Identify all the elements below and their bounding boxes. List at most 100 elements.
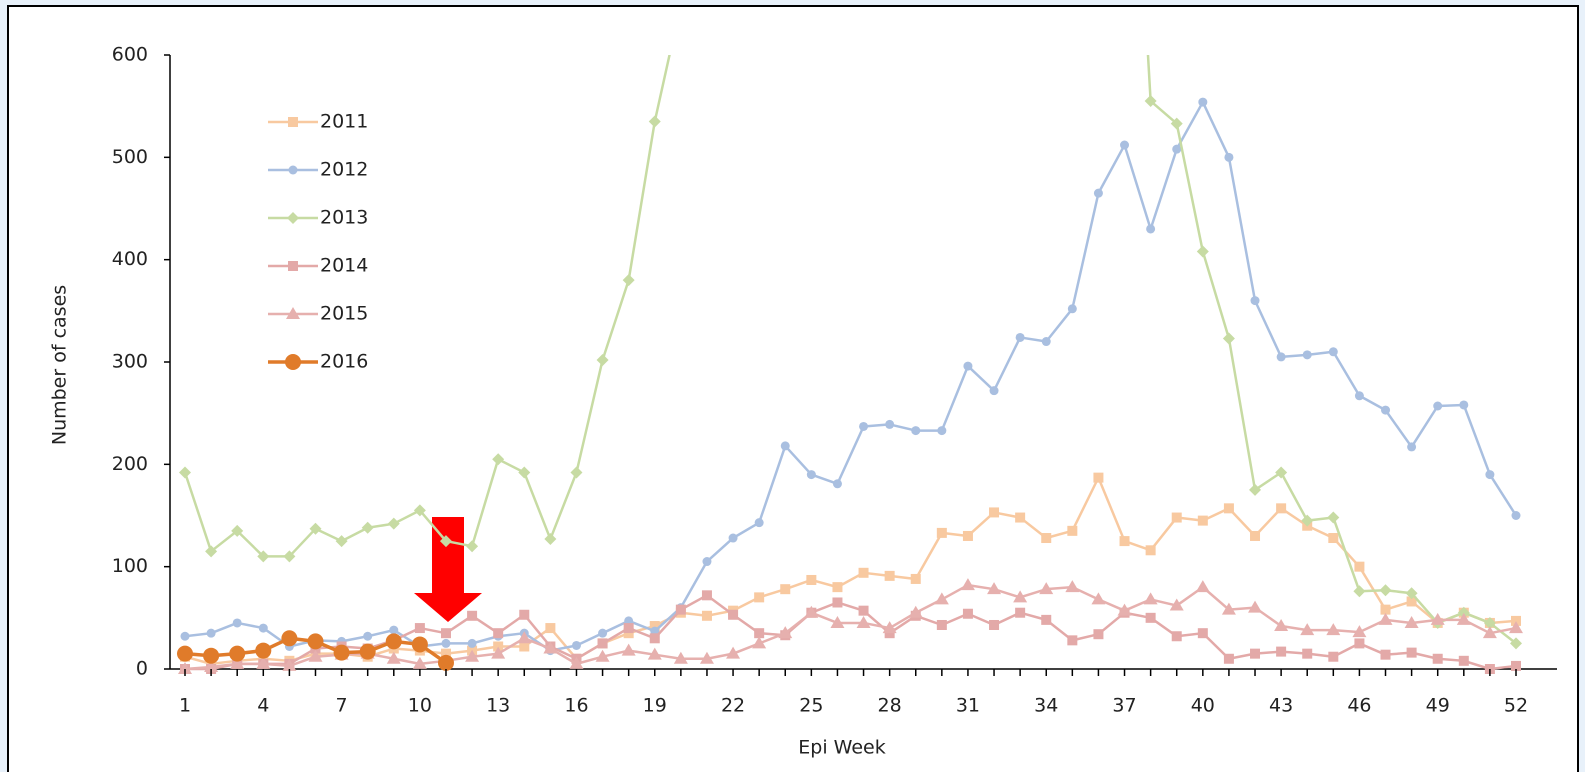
legend-label: 2016 <box>320 351 368 373</box>
marker <box>1093 188 1103 198</box>
marker <box>1406 596 1417 607</box>
marker <box>1145 545 1156 556</box>
x-tick-label: 28 <box>878 695 902 717</box>
marker <box>962 530 973 541</box>
marker <box>623 628 634 639</box>
marker <box>256 656 271 669</box>
marker <box>778 626 793 639</box>
marker <box>1146 224 1156 234</box>
marker <box>647 647 662 660</box>
marker <box>754 628 765 639</box>
marker <box>1120 140 1130 150</box>
series-line <box>185 594 1517 671</box>
marker <box>934 592 949 605</box>
marker <box>936 619 947 630</box>
x-tick-label: 7 <box>336 695 348 717</box>
marker <box>1039 582 1054 595</box>
marker <box>885 419 895 429</box>
marker <box>596 353 609 366</box>
x-tick-label: 1 <box>179 695 191 717</box>
x-tick-label: 40 <box>1191 695 1215 717</box>
marker <box>648 115 661 128</box>
marker <box>1327 511 1340 524</box>
marker <box>701 610 712 621</box>
marker <box>1432 653 1443 664</box>
marker <box>389 625 399 635</box>
marker <box>288 165 298 175</box>
x-tick-label: 49 <box>1426 695 1450 717</box>
marker <box>675 604 686 615</box>
marker <box>288 261 298 271</box>
x-tick-label: 37 <box>1112 695 1136 717</box>
marker <box>936 527 947 538</box>
marker <box>466 540 479 553</box>
marker <box>884 570 895 581</box>
marker <box>1328 651 1339 662</box>
marker <box>1041 337 1051 347</box>
marker <box>1093 629 1104 640</box>
marker <box>597 638 608 649</box>
marker <box>517 631 532 644</box>
marker <box>286 307 300 319</box>
marker <box>230 656 245 669</box>
marker <box>1169 598 1184 611</box>
marker <box>832 479 842 489</box>
marker <box>413 504 426 517</box>
marker <box>1485 470 1495 480</box>
marker <box>1380 604 1391 615</box>
marker <box>989 386 999 396</box>
marker <box>1509 621 1523 634</box>
marker <box>726 646 741 659</box>
marker <box>1406 647 1417 658</box>
y-tick-label: 300 <box>112 351 148 373</box>
marker <box>1354 391 1364 401</box>
marker <box>288 117 298 127</box>
marker <box>1404 615 1419 628</box>
marker <box>884 628 895 639</box>
marker <box>1276 352 1286 362</box>
marker <box>859 421 869 431</box>
marker <box>832 582 843 593</box>
marker <box>1352 625 1367 638</box>
marker <box>467 610 478 621</box>
marker <box>287 212 299 224</box>
marker <box>1248 600 1263 613</box>
marker <box>1433 401 1443 411</box>
marker <box>1276 503 1287 514</box>
marker <box>806 574 817 585</box>
marker <box>1015 607 1026 618</box>
marker <box>1511 660 1521 671</box>
x-tick-label: 16 <box>564 695 588 717</box>
marker <box>544 533 557 546</box>
marker <box>1407 442 1417 452</box>
marker <box>232 618 242 628</box>
marker <box>1250 530 1261 541</box>
marker <box>1300 623 1315 636</box>
marker <box>1067 525 1078 536</box>
x-tick-label: 31 <box>956 695 980 717</box>
marker <box>363 631 373 641</box>
legend-label: 2014 <box>320 255 368 277</box>
x-tick-label: 4 <box>257 695 269 717</box>
legend-label: 2015 <box>320 303 368 325</box>
marker <box>282 658 297 671</box>
marker <box>545 623 556 634</box>
marker <box>1223 653 1234 664</box>
marker <box>177 645 193 662</box>
marker <box>283 550 296 563</box>
marker <box>1302 350 1312 360</box>
marker <box>1067 304 1077 314</box>
marker <box>1511 615 1521 626</box>
marker <box>518 466 531 479</box>
marker <box>440 648 451 659</box>
marker <box>806 470 816 480</box>
marker <box>385 633 402 650</box>
marker <box>1459 400 1469 410</box>
marker <box>699 651 714 664</box>
marker <box>258 623 268 633</box>
marker <box>1250 296 1260 306</box>
marker <box>491 646 506 659</box>
marker <box>386 651 401 664</box>
marker <box>285 354 301 370</box>
y-axis-label: Number of cases <box>49 285 71 445</box>
